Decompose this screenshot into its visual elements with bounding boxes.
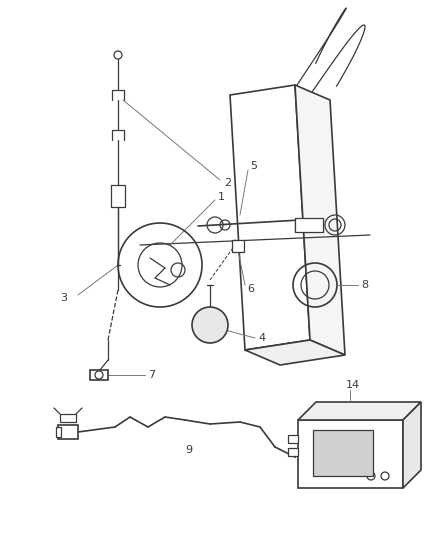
Text: 5: 5 bbox=[250, 161, 257, 171]
Bar bbox=[90, 370, 108, 380]
Bar bbox=[111, 185, 125, 207]
Text: 8: 8 bbox=[361, 280, 368, 290]
Polygon shape bbox=[298, 402, 421, 420]
Bar bbox=[313, 430, 373, 476]
Bar bbox=[58, 425, 78, 439]
Bar bbox=[56, 427, 61, 437]
Bar bbox=[60, 414, 76, 422]
Polygon shape bbox=[230, 85, 310, 350]
Bar bbox=[295, 218, 323, 232]
Text: 6: 6 bbox=[247, 284, 254, 294]
Text: 3: 3 bbox=[60, 293, 67, 303]
Text: 14: 14 bbox=[346, 380, 360, 390]
Text: 9: 9 bbox=[185, 445, 192, 455]
Polygon shape bbox=[295, 85, 345, 355]
Bar bbox=[288, 448, 298, 456]
Bar bbox=[298, 420, 403, 488]
Bar bbox=[288, 435, 298, 443]
Circle shape bbox=[192, 307, 228, 343]
Text: 4: 4 bbox=[258, 333, 265, 343]
Polygon shape bbox=[245, 340, 345, 365]
Bar bbox=[232, 240, 244, 252]
Text: 2: 2 bbox=[224, 178, 231, 188]
Text: 1: 1 bbox=[218, 192, 225, 202]
Polygon shape bbox=[403, 402, 421, 488]
Text: 7: 7 bbox=[148, 370, 155, 380]
